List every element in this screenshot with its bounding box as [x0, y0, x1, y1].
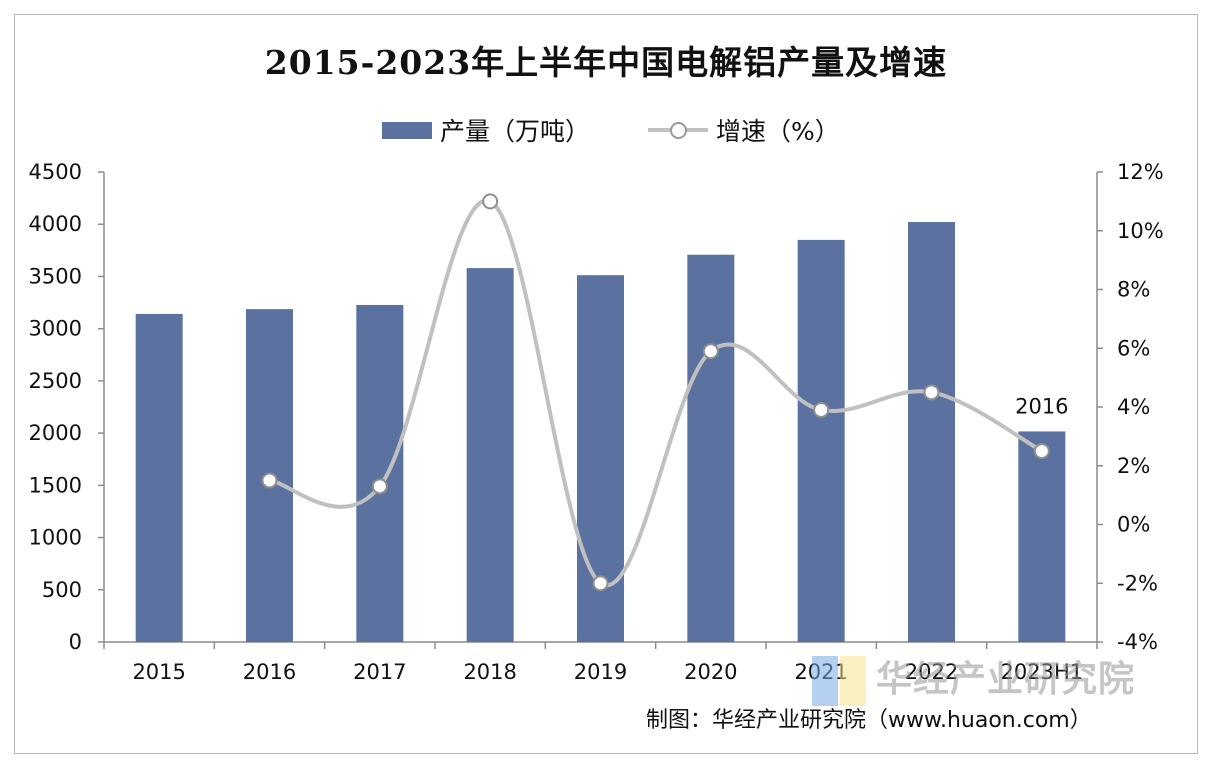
y-left-tick-label: 0: [69, 630, 82, 654]
growth-point: [813, 401, 830, 418]
legend-label-production: 产量（万吨）: [440, 117, 591, 146]
y-left-tick-label: 1500: [29, 473, 82, 497]
bar-production: [466, 268, 514, 642]
source-note: 制图：华经产业研究院（www.huaon.com）: [646, 708, 1092, 733]
growth-point: [592, 575, 609, 592]
legend-label-growth: 增速（%）: [716, 117, 840, 146]
data-label: 2016: [1015, 394, 1068, 418]
x-tick-label: 2023H1: [1001, 660, 1084, 684]
y-left-tick-label: 2500: [29, 369, 82, 393]
bar-production: [1018, 431, 1066, 642]
x-tick-label: 2018: [463, 660, 516, 684]
y-right-tick-label: -2%: [1117, 571, 1158, 595]
x-tick-label: 2016: [243, 660, 296, 684]
x-tick-label: 2015: [132, 660, 185, 684]
bar-production: [797, 239, 845, 642]
growth-point: [261, 472, 278, 489]
growth-point: [1033, 443, 1050, 460]
y-right-tick-label: 0%: [1117, 513, 1150, 537]
bar-production: [908, 222, 955, 643]
chart-legend: 产量（万吨） 增速（%）: [0, 112, 1212, 148]
growth-point: [923, 384, 940, 401]
y-right-tick-label: 8%: [1117, 278, 1150, 302]
bar-production: [687, 254, 735, 642]
y-left-tick-label: 3000: [29, 317, 82, 341]
growth-line: [267, 198, 1044, 588]
growth-point: [702, 343, 719, 360]
growth-point: [371, 478, 388, 495]
y-right-tick-label: 12%: [1117, 160, 1164, 184]
watermark-logo: [812, 656, 868, 706]
watermark-text: 华经产业研究院: [876, 659, 1136, 700]
y-right-tick-label: 6%: [1117, 336, 1150, 360]
y-right-tick-label: 2%: [1117, 454, 1150, 478]
y-right-tick-label: 4%: [1117, 395, 1150, 419]
y-right-tick-label: 10%: [1117, 219, 1164, 243]
x-tick-label: 2022: [905, 660, 958, 684]
y-right-tick-label: -4%: [1117, 630, 1158, 654]
growth-point: [482, 193, 499, 210]
y-left-tick-label: 500: [42, 578, 82, 602]
x-tick-label: 2019: [574, 660, 627, 684]
x-tick-label: 2017: [353, 660, 406, 684]
legend-item-growth: 增速（%）: [648, 112, 840, 148]
legend-line-swatch: [648, 120, 708, 140]
y-left-tick-label: 3500: [29, 264, 82, 288]
legend-bar-swatch: [382, 121, 432, 139]
x-tick-label: 2020: [684, 660, 737, 684]
legend-item-production: 产量（万吨）: [382, 112, 590, 148]
bar-production: [356, 304, 404, 642]
bar-production: [135, 313, 183, 642]
y-left-tick-label: 2000: [29, 421, 82, 445]
y-left-tick-label: 4500: [29, 160, 82, 184]
y-left-tick-label: 4000: [29, 212, 82, 236]
chart-title: 2015-2023年上半年中国电解铝产量及增速: [264, 43, 948, 82]
y-left-tick-label: 1000: [29, 526, 82, 550]
